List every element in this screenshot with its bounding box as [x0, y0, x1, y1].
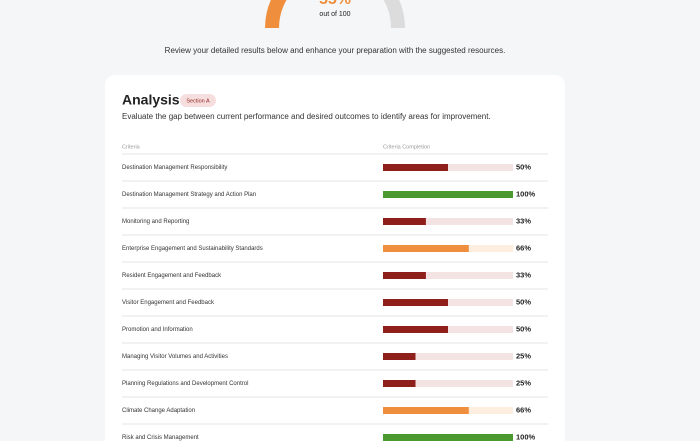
- bar: [383, 272, 426, 279]
- header: Criteria: [122, 144, 141, 150]
- score-label: 55%: [319, 0, 351, 8]
- criterion: Managing Visitor Volumes and Activities: [122, 354, 228, 360]
- value-label: 25%: [516, 378, 531, 387]
- gauge-track: [383, 0, 405, 29]
- value-label: 50%: [516, 324, 531, 333]
- bar: [383, 164, 448, 171]
- criterion: Planning Regulations and Development Con…: [122, 381, 248, 387]
- bar: [383, 353, 416, 360]
- bar-track: [383, 380, 513, 387]
- bar: [383, 434, 513, 441]
- criterion: Destination Management Responsibility: [122, 165, 227, 171]
- badge-text: Section A: [186, 98, 210, 104]
- value-label: 33%: [516, 216, 531, 225]
- criterion: Resident Engagement and Feedback: [122, 273, 222, 279]
- card-description: Evaluate the gap between current perform…: [122, 112, 491, 121]
- bar: [383, 299, 448, 306]
- value-label: 50%: [516, 162, 531, 171]
- criterion: Climate Change Adaptation: [122, 408, 195, 414]
- bar: [383, 245, 469, 252]
- bar: [383, 326, 448, 333]
- value-label: 66%: [516, 405, 531, 414]
- value-label: 66%: [516, 243, 531, 252]
- value-label: 50%: [516, 297, 531, 306]
- header: Criteria Completion: [383, 144, 430, 150]
- value-label: 100%: [516, 189, 536, 198]
- badge: [180, 94, 216, 107]
- criterion: Promotion and Information: [122, 327, 193, 333]
- bar-track: [383, 272, 513, 279]
- value-label: 25%: [516, 351, 531, 360]
- value-label: 100%: [516, 432, 536, 441]
- bar-track: [383, 218, 513, 225]
- criterion: Visitor Engagement and Feedback: [122, 300, 215, 306]
- criterion: Enterprise Engagement and Sustainability…: [122, 246, 263, 252]
- score-caption: out of 100: [319, 11, 350, 18]
- criterion: Risk and Crisis Management: [122, 435, 199, 441]
- value-label: 33%: [516, 270, 531, 279]
- bar: [383, 380, 416, 387]
- intro: Review your detailed results below and e…: [165, 46, 506, 55]
- bar: [383, 191, 513, 198]
- card-title: Analysis: [122, 92, 180, 108]
- criterion: Monitoring and Reporting: [122, 219, 189, 225]
- criterion: Destination Management Strategy and Acti…: [122, 192, 256, 198]
- bar-track: [383, 353, 513, 360]
- bar: [383, 407, 469, 414]
- gauge-fill: [265, 0, 287, 29]
- bar: [383, 218, 426, 225]
